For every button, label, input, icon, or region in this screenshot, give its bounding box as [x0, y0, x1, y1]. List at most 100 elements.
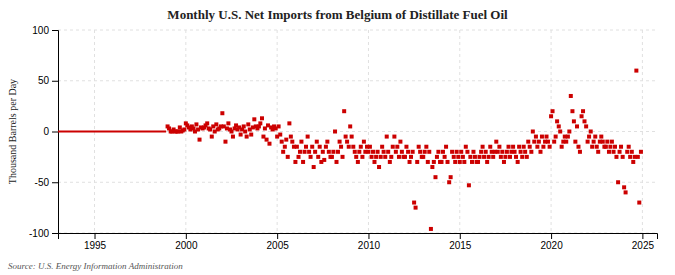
scatter-point	[627, 145, 631, 149]
scatter-point	[465, 150, 469, 154]
scatter-point	[607, 150, 611, 154]
scatter-point	[412, 201, 416, 205]
scatter-point	[287, 121, 291, 125]
scatter-point	[604, 145, 608, 149]
scatter-point	[433, 175, 437, 179]
scatter-point	[447, 180, 451, 184]
scatter-point	[345, 140, 349, 144]
scatter-point	[586, 140, 590, 144]
scatter-point	[549, 114, 553, 118]
scatter-point	[198, 138, 202, 142]
scatter-point	[289, 135, 293, 139]
scatter-point	[552, 140, 556, 144]
scatter-point	[528, 145, 532, 149]
scatter-point	[330, 155, 334, 159]
scatter-point	[525, 155, 529, 159]
grid	[58, 30, 657, 233]
scatter-point	[582, 119, 586, 123]
scatter-point	[444, 145, 448, 149]
scatter-point	[239, 133, 243, 137]
scatter-point	[267, 142, 271, 146]
y-tick-mark	[52, 30, 58, 31]
scatter-point	[231, 135, 235, 139]
scatter-point	[468, 155, 472, 159]
scatter-point	[356, 160, 360, 164]
grid-line-x	[551, 30, 552, 233]
scatter-point	[432, 160, 436, 164]
scatter-point	[277, 124, 281, 128]
y-tick-mark	[52, 81, 58, 82]
scatter-point	[370, 155, 374, 159]
scatter-point	[293, 160, 297, 164]
scatter-point	[182, 127, 186, 131]
scatter-point	[566, 135, 570, 139]
scatter-point	[485, 160, 489, 164]
scatter-point	[535, 145, 539, 149]
scatter-point	[435, 155, 439, 159]
scatter-point	[322, 158, 326, 162]
source-note: Source: U.S. Energy Information Administ…	[8, 261, 183, 271]
scatter-point	[348, 124, 352, 128]
scatter-point	[388, 160, 392, 164]
y-tick: 0	[43, 126, 58, 137]
scatter-point	[325, 140, 329, 144]
scatter-point	[631, 160, 635, 164]
scatter-point	[205, 121, 209, 125]
scatter-point	[366, 150, 370, 154]
x-tick-mark	[277, 233, 278, 239]
scatter-point	[589, 130, 593, 134]
scatter-point	[608, 145, 612, 149]
scatter-point	[280, 140, 284, 144]
scatter-point	[350, 135, 354, 139]
scatter-point	[557, 124, 561, 128]
scatter-point	[572, 119, 576, 123]
scatter-point	[371, 150, 375, 154]
scatter-point	[637, 201, 641, 205]
scatter-point	[526, 140, 530, 144]
x-tick-mark	[368, 233, 369, 239]
scatter-point	[458, 160, 462, 164]
scatter-point	[414, 206, 418, 210]
scatter-point	[459, 150, 463, 154]
scatter-point	[590, 145, 594, 149]
scatter-point	[318, 145, 322, 149]
scatter-point	[327, 150, 331, 154]
scatter-point	[487, 155, 491, 159]
scatter-point	[391, 145, 395, 149]
scatter-point	[456, 155, 460, 159]
scatter-point	[421, 155, 425, 159]
scatter-point	[596, 150, 600, 154]
scatter-point	[245, 135, 249, 139]
scatter-point	[605, 140, 609, 144]
x-tick-label: 2015	[449, 240, 472, 251]
scatter-point	[265, 138, 269, 142]
y-tick: -50	[35, 177, 58, 188]
grid-line-x	[185, 30, 186, 233]
scatter-point	[516, 160, 520, 164]
scatter-point	[471, 150, 475, 154]
scatter-point	[260, 116, 264, 120]
scatter-point	[409, 155, 413, 159]
scatter-point	[488, 145, 492, 149]
scatter-point	[281, 150, 285, 154]
scatter-point	[408, 160, 412, 164]
scatter-point	[455, 150, 459, 154]
scatter-point	[383, 155, 387, 159]
x-tick: 1995	[84, 233, 107, 251]
scatter-point	[545, 135, 549, 139]
scatter-point	[243, 130, 247, 134]
grid-line-y	[58, 131, 657, 132]
scatter-point	[541, 145, 545, 149]
scatter-point	[499, 155, 503, 159]
scatter-point	[564, 140, 568, 144]
y-tick-mark	[52, 132, 58, 133]
scatter-point	[252, 117, 256, 121]
scatter-point	[313, 150, 317, 154]
y-tick: -100	[29, 228, 58, 239]
scatter-point	[624, 190, 628, 194]
scatter-point	[249, 133, 253, 137]
scatter-point	[595, 145, 599, 149]
scatter-point	[576, 145, 580, 149]
scatter-point	[210, 135, 214, 139]
y-axis-line	[52, 31, 59, 234]
